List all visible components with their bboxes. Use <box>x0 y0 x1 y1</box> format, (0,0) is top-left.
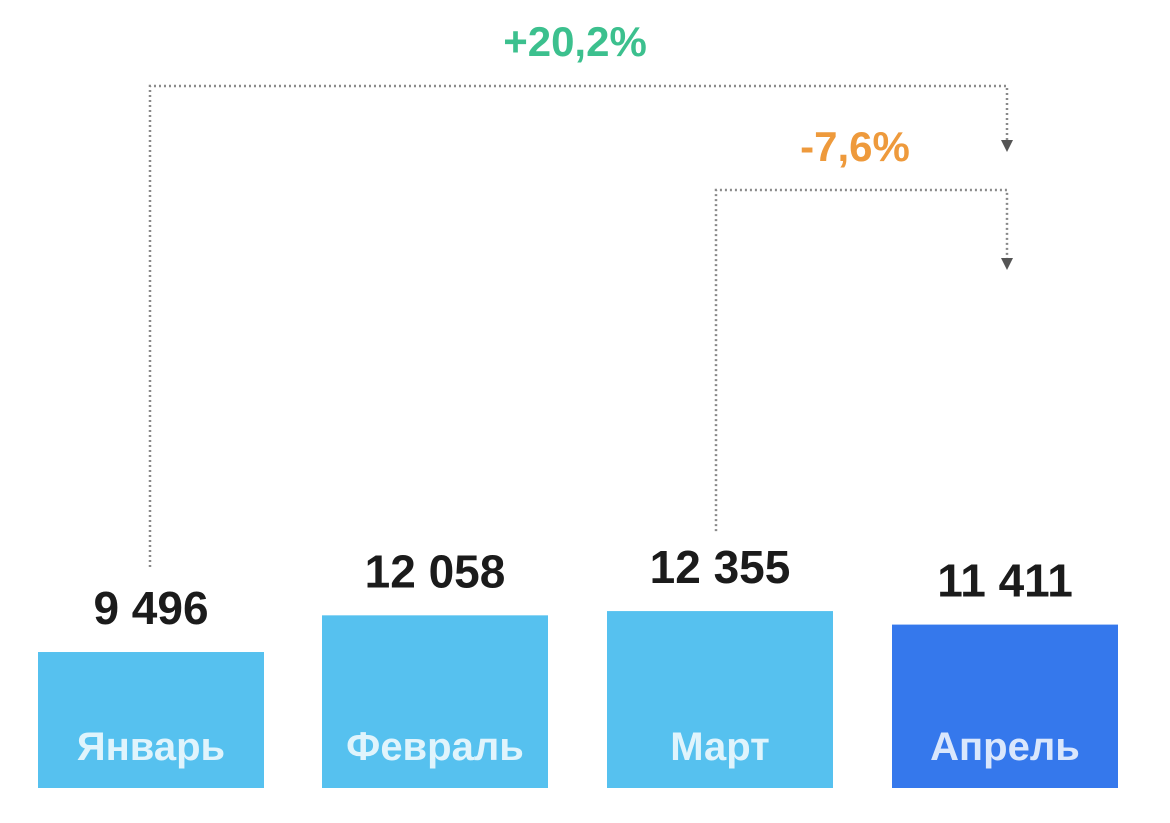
bar-1 <box>38 652 264 788</box>
connector-line-2 <box>714 188 1009 532</box>
change-label-2: -7,6% <box>800 123 910 170</box>
category-label-2: Февраль <box>346 725 524 769</box>
bar-3 <box>607 611 833 788</box>
arrow-head-1 <box>1001 140 1013 152</box>
change-label-1: +20,2% <box>503 18 647 65</box>
category-label-4: Апрель <box>930 725 1080 769</box>
value-label-2: 12 058 <box>365 545 506 597</box>
connector-line-1 <box>148 84 1009 568</box>
bar-4 <box>892 624 1118 788</box>
category-label-1: Январь <box>77 725 225 769</box>
value-label-3: 12 355 <box>650 541 791 593</box>
category-label-3: Март <box>670 725 770 769</box>
arrow-head-2 <box>1001 258 1013 270</box>
bar-2 <box>322 615 548 788</box>
value-label-1: 9 496 <box>93 582 208 634</box>
value-label-4: 11 411 <box>937 555 1073 607</box>
